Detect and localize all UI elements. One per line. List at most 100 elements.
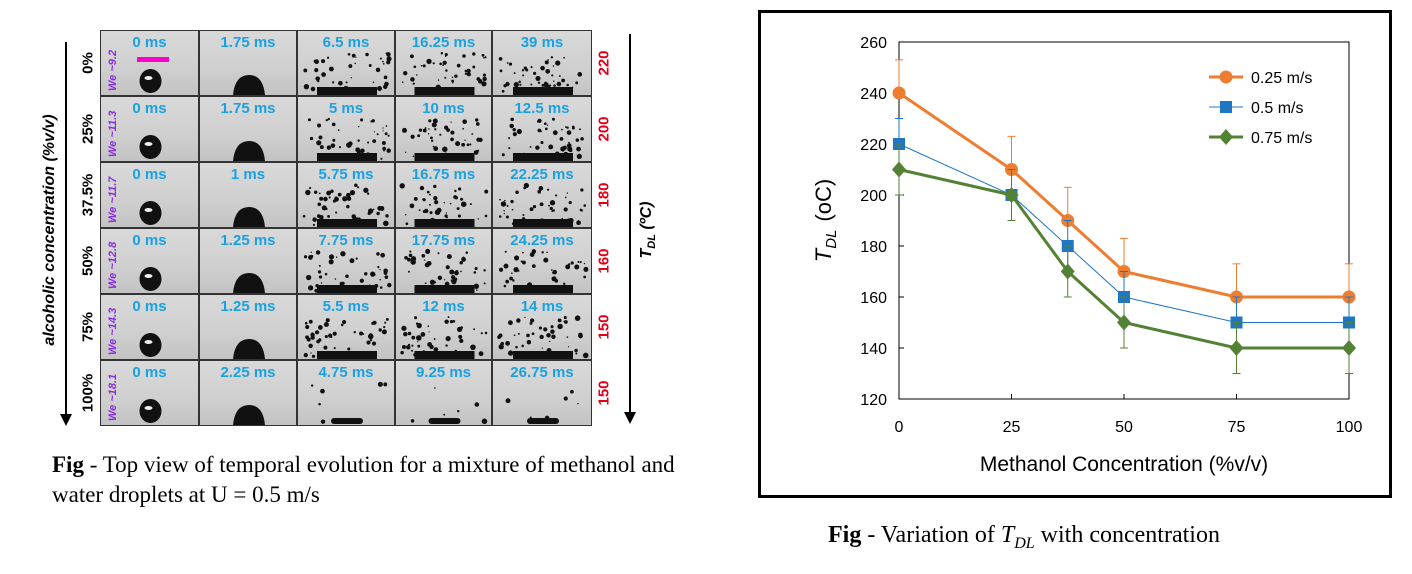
y-tick-label: 220 — [860, 137, 887, 154]
droplet-frame: 14 ms — [492, 294, 592, 360]
droplet-shape — [303, 250, 392, 293]
caption-text: - Top view of temporal evolution for a m… — [52, 452, 675, 507]
data-point — [1117, 314, 1131, 331]
droplet-shape — [498, 249, 589, 293]
frame-time-label: 12.5 ms — [514, 100, 570, 117]
tdl-value-label: 150 — [595, 380, 613, 406]
droplet-frame: 2.25 ms — [199, 360, 297, 426]
concentration-label: 0% — [79, 52, 97, 74]
frame-time-label: 7.75 ms — [318, 232, 374, 249]
droplet-frame: 6.5 ms — [297, 30, 395, 96]
legend-label: 0.5 m/s — [1251, 100, 1303, 117]
droplet-frame: 1.25 ms — [199, 228, 297, 294]
droplet-shape — [402, 118, 483, 161]
frame-time-label: 1.25 ms — [220, 232, 276, 249]
caption-fig-label: Fig — [52, 452, 84, 477]
tdl-value-label: 150 — [595, 314, 613, 340]
droplet-shape — [400, 316, 488, 359]
droplet-shape — [233, 405, 265, 425]
frame-time-label: 22.25 ms — [510, 166, 574, 183]
droplet-frame: 9.25 ms — [395, 360, 492, 426]
frame-time-label: 0 ms — [132, 34, 167, 51]
droplet-shape — [404, 248, 486, 293]
tdl-axis-label: TDL (ºC) — [637, 201, 659, 259]
droplet-shape — [505, 389, 579, 424]
caption-fig-label: Fig — [828, 522, 862, 548]
droplet-frame: 12.5 ms — [492, 96, 592, 162]
frame-time-label: 5.75 ms — [318, 166, 374, 183]
data-point — [892, 86, 906, 100]
droplet-shape — [401, 51, 487, 95]
droplet-shape — [139, 69, 162, 93]
droplet-frame: 39 ms — [492, 30, 592, 96]
x-axis-label: Methanol Concentration (%v/v) — [980, 453, 1268, 476]
y-tick-label: 140 — [860, 341, 887, 358]
frame-time-label: 16.25 ms — [411, 34, 476, 51]
droplet-shape — [410, 387, 488, 425]
frame-time-label: 5 ms — [328, 100, 364, 117]
droplet-shape — [233, 339, 265, 359]
caption-text-end: with concentration — [1034, 522, 1220, 548]
frame-time-label: 0 ms — [132, 232, 167, 249]
tdl-value-label: 180 — [595, 182, 613, 208]
frame-time-label: 1.75 ms — [220, 34, 276, 51]
caption-text: - Variation of — [861, 522, 1001, 548]
left-axis-arrow-head — [60, 414, 72, 426]
droplet-shape — [233, 141, 265, 161]
frame-time-label: 0 ms — [132, 166, 167, 183]
droplet-frame: 16.75 ms — [395, 162, 492, 228]
frame-time-label: 4.75 ms — [318, 364, 374, 381]
droplet-shape — [302, 183, 389, 227]
right-figure-caption: Fig - Variation of TDL with concentratio… — [828, 522, 1220, 554]
frame-time-label: 24.25 ms — [510, 232, 574, 249]
droplet-shape — [233, 207, 265, 227]
frame-time-label: 6.5 ms — [322, 34, 370, 51]
droplet-shape — [303, 52, 392, 95]
droplet-frame: 4.75 ms — [297, 360, 395, 426]
weber-number-label: We ~9.2 — [107, 49, 119, 91]
droplet-shape — [139, 267, 162, 291]
droplet-shape — [307, 117, 391, 161]
frame-time-label: 5.5 ms — [322, 298, 370, 315]
caption-subscript: DL — [1014, 534, 1035, 552]
droplet-shape — [139, 399, 162, 423]
frame-time-label: 10 ms — [422, 100, 465, 117]
right-axis-arrow-line — [629, 34, 631, 414]
weber-number-label: We ~11.7 — [107, 176, 119, 223]
droplet-frame: 22.25 ms — [492, 162, 592, 228]
droplet-shape — [303, 317, 389, 359]
x-tick-label: 25 — [1003, 419, 1021, 436]
y-tick-label: 120 — [860, 392, 887, 409]
droplet-shape — [498, 182, 587, 227]
data-point — [892, 161, 906, 178]
tdl-value-label: 160 — [595, 248, 613, 274]
droplet-frame: 1.75 ms — [199, 96, 297, 162]
weber-number-label: We ~14.3 — [107, 307, 119, 355]
frame-time-label: 26.75 ms — [510, 364, 574, 381]
frame-time-label: 1 ms — [230, 166, 266, 183]
tdl-value-label: 200 — [595, 116, 613, 142]
concentration-label: 75% — [79, 311, 97, 343]
frame-time-label: 0 ms — [132, 298, 167, 315]
y-tick-label: 200 — [860, 188, 887, 205]
weber-number-label: We ~12.8 — [107, 241, 119, 289]
concentration-label: 37.5% — [79, 173, 97, 217]
concentration-label: 25% — [79, 113, 97, 145]
y-tick-label: 160 — [860, 290, 887, 307]
droplet-image-grid: 0 ms We ~9.2 1.75 ms 6.5 ms 16.25 ms 39 ms 0 m… — [100, 30, 592, 426]
y-tick-label: 180 — [860, 239, 887, 256]
droplet-frame: 24.25 ms — [492, 228, 592, 294]
frame-time-label: 12 ms — [422, 298, 465, 315]
legend-marker — [1219, 70, 1233, 84]
frame-time-label: 16.75 ms — [411, 166, 476, 183]
droplet-frame: 26.75 ms — [492, 360, 592, 426]
data-point — [1004, 187, 1019, 203]
droplet-frame: 5 ms — [297, 96, 395, 162]
legend-label: 0.25 m/s — [1251, 70, 1312, 87]
x-tick-label: 100 — [1336, 419, 1363, 436]
legend-label: 0.75 m/s — [1251, 130, 1312, 147]
caption-symbol: T — [1000, 522, 1015, 548]
droplet-frame: 0 ms We ~12.8 — [100, 228, 199, 294]
frame-time-label: 39 ms — [520, 34, 564, 51]
frame-time-label: 1.25 ms — [220, 298, 276, 315]
